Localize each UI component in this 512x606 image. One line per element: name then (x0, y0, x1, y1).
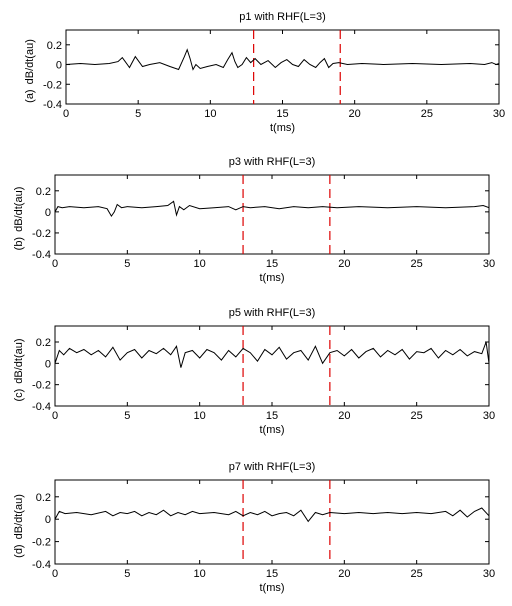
x-tick-label: 5 (135, 108, 141, 120)
chart-title: p7 with RHF(L=3) (229, 461, 316, 473)
plot-frame (54, 325, 490, 407)
x-tick-label: 0 (52, 410, 58, 422)
x-tick-label: 10 (204, 108, 216, 120)
x-tick-label: 15 (266, 258, 278, 270)
x-tick-label: 25 (411, 258, 423, 270)
y-axis-title: dB/dt(au) (13, 338, 25, 383)
x-tick-label: 25 (421, 108, 433, 120)
panel-label: (b) (13, 237, 25, 250)
x-tick-label: 15 (266, 568, 278, 580)
y-tick-label: 0 (56, 60, 62, 72)
series-line (55, 341, 489, 368)
y-tick-label: 0.2 (36, 337, 51, 349)
x-tick-label: 0 (52, 258, 58, 270)
chart-panel-2: 0 5 10 15 20 25 30 -0.4 -0.2 0 0.2 p3 with RHF(L=3)… (13, 156, 495, 284)
y-axis-label: (c) dB/dt(au) (13, 338, 25, 401)
x-tick-label: 30 (483, 258, 495, 270)
series-line (66, 48, 499, 71)
chart-title: p3 with RHF(L=3) (229, 156, 316, 168)
x-tick-label: 15 (276, 108, 288, 120)
x-tick-label: 30 (483, 410, 495, 422)
y-tick-label: -0.4 (32, 401, 51, 413)
chart-title: p5 with RHF(L=3) (229, 307, 316, 319)
x-tick-label: 5 (124, 410, 130, 422)
x-tick-label: 25 (411, 568, 423, 580)
x-tick-label: 10 (194, 258, 206, 270)
y-tick-label: -0.2 (43, 79, 62, 91)
y-tick-label: -0.2 (32, 228, 51, 240)
x-tick-label: 20 (338, 258, 350, 270)
x-tick-label: 25 (411, 410, 423, 422)
y-tick-label: 0 (45, 358, 51, 370)
chart-panel-3: 0 5 10 15 20 25 30 -0.4 -0.2 0 0.2 p5 with RHF(L=3)… (13, 307, 495, 436)
panel-label: (a) (24, 89, 36, 102)
y-axis-label: (b) dB/dt(au) (13, 187, 25, 251)
y-axis-title: dB/dt(au) (13, 494, 25, 539)
plot-frame (54, 174, 490, 255)
x-tick-label: 20 (338, 568, 350, 580)
chart-panel-4: 0 5 10 15 20 25 30 -0.4 -0.2 0 0.2 p7 with RHF(L=3)… (13, 461, 495, 594)
x-tick-label: 15 (266, 410, 278, 422)
plot-frame (54, 479, 490, 565)
y-tick-label: 0.2 (36, 186, 51, 198)
x-tick-label: 0 (52, 568, 58, 580)
y-tick-label: -0.4 (32, 249, 51, 261)
x-tick-label: 20 (338, 410, 350, 422)
y-tick-label: 0.2 (47, 40, 62, 52)
y-axis-title: dB/dt(au) (13, 187, 25, 232)
y-tick-label: 0 (45, 207, 51, 219)
y-tick-label: -0.2 (32, 537, 51, 549)
y-axis-label: (a) dB/dt(au) (24, 39, 36, 103)
x-tick-label: 10 (194, 410, 206, 422)
x-axis-label: t(ms) (259, 582, 284, 594)
x-tick-label: 10 (194, 568, 206, 580)
x-axis-label: t(ms) (270, 122, 295, 134)
x-tick-label: 30 (493, 108, 505, 120)
y-tick-label: -0.4 (32, 559, 51, 571)
series-line (55, 507, 489, 523)
panel-label: (c) (13, 389, 25, 402)
x-tick-label: 0 (63, 108, 69, 120)
panel-label: (d) (13, 544, 25, 557)
y-axis-label: (d) dB/dt(au) (13, 494, 25, 558)
chart-panel-1: 0 5 10 15 20 25 30 -0.4 -0.2 0 0.2 p1 with RHF(L=3)… (24, 11, 505, 134)
y-tick-label: -0.4 (43, 99, 62, 111)
x-tick-label: 20 (349, 108, 361, 120)
x-tick-label: 5 (124, 568, 130, 580)
y-tick-label: 0.2 (36, 492, 51, 504)
x-tick-label: 30 (483, 568, 495, 580)
y-axis-title: dB/dt(au) (24, 39, 36, 84)
x-axis-label: t(ms) (259, 424, 284, 436)
chart-title: p1 with RHF(L=3) (239, 11, 326, 23)
x-tick-label: 5 (124, 258, 130, 270)
y-tick-label: -0.2 (32, 380, 51, 392)
x-axis-label: t(ms) (259, 272, 284, 284)
y-tick-label: 0 (45, 514, 51, 526)
plot-frame (65, 29, 500, 105)
series-line (55, 200, 489, 218)
